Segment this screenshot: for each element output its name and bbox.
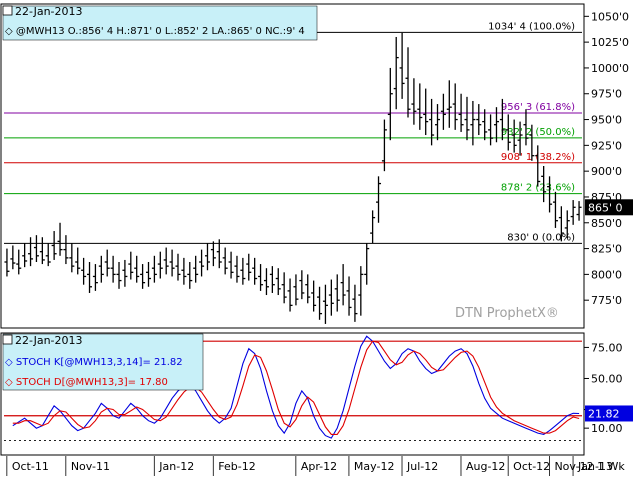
fib-label: 830' 0 (0.0%) — [507, 232, 575, 243]
quote-header-bg — [2, 5, 318, 41]
stoch-y-tick-label: 75.00 — [591, 341, 623, 354]
y-tick-label: 825'0 — [591, 243, 622, 256]
price-bars — [4, 32, 582, 324]
y-tick-label: 800'0 — [591, 268, 622, 281]
last-price-badge — [585, 199, 633, 216]
timeframe-label[interactable]: 1 Wk — [597, 460, 625, 473]
fib-label: 1034' 4 (100.0%) — [488, 21, 575, 32]
last-price-label: 865' 0 — [588, 201, 623, 214]
stoch-header-date: 22-Jan-2013 — [15, 334, 83, 347]
y-tick-label: 900'0 — [591, 165, 622, 178]
watermark: DTN ProphetX® — [455, 306, 559, 321]
x-tick-label: Nov-11 — [71, 460, 110, 473]
header-date: 22-Jan-2013 — [15, 5, 83, 18]
stoch-y-tick-label: 50.00 — [591, 372, 623, 385]
x-tick-label: Aug-12 — [466, 460, 505, 473]
x-tick-label: Nov-12 — [554, 460, 593, 473]
stoch-value-label: 21.82 — [588, 407, 620, 420]
y-tick-label: 775'0 — [591, 294, 622, 307]
x-tick-label: Oct-11 — [12, 460, 49, 473]
stoch-d-label: ◇ STOCH D[@MWH13,3]= 17.80 — [5, 377, 168, 388]
stoch-y-tick-label: 10.00 — [591, 422, 623, 435]
pane-menu-icon[interactable] — [2, 5, 13, 16]
stoch-pane-menu-icon[interactable] — [2, 334, 13, 345]
x-tick-label: Jul-12 — [406, 460, 438, 473]
y-tick-label: 1025'0 — [591, 36, 629, 49]
stoch-value-badge — [585, 405, 633, 422]
y-tick-label: 850'0 — [591, 217, 622, 230]
y-tick-label: 1000'0 — [591, 62, 629, 75]
x-axis: Oct-11 Nov-11 Jan-12 Feb-12 Apr-12 May-12 Jul-… — [6, 456, 613, 476]
x-tick-label: Apr-12 — [301, 460, 337, 473]
stoch-k-label: ◇ STOCH K[@MWH13,3,14]= 21.82 — [5, 357, 183, 368]
stoch-header-bg — [2, 333, 204, 391]
y-tick-label: 1050'0 — [591, 10, 629, 23]
fib-label: 878' 2 (23.6%) — [501, 183, 575, 194]
x-tick-label: Jan-13 — [577, 460, 613, 473]
x-tick-label: May-12 — [354, 460, 395, 473]
fib-label: 956' 3 (61.8%) — [501, 102, 575, 113]
header-quote: ◇ @MWH13 O.:856' 4 H.:871' 0 L.:852' 2 L… — [5, 26, 305, 37]
x-tick-label: Feb-12 — [218, 460, 255, 473]
x-tick-label: Oct-12 — [513, 460, 550, 473]
price-axis: 775'0800'0825'0850'0875'0900'0925'0950'0… — [584, 10, 633, 307]
y-tick-label: 975'0 — [591, 88, 622, 101]
fib-label: 932' 2 (50.0%) — [501, 127, 575, 138]
stoch-series-line — [12, 340, 580, 435]
y-tick-label: 950'0 — [591, 114, 622, 127]
x-tick-label: Jan-12 — [158, 460, 194, 473]
price-pane — [0, 3, 585, 329]
y-tick-label: 925'0 — [591, 139, 622, 152]
